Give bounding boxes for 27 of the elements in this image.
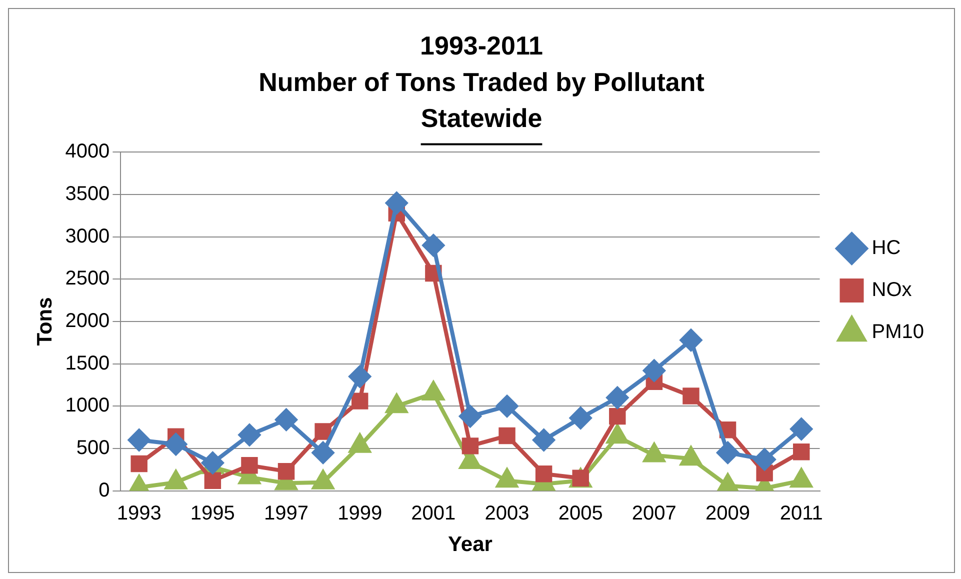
legend-label: NOx <box>872 279 912 302</box>
x-tick-label: 2009 <box>706 502 750 524</box>
y-tick-label: 4000 <box>65 140 110 163</box>
y-tick-label: 2000 <box>65 310 110 332</box>
text: 1993-2011 <box>420 30 543 60</box>
y-axis-title: Tons <box>33 297 56 346</box>
y-tick-label: 2500 <box>65 268 110 290</box>
y-tick-label: 1500 <box>65 352 110 374</box>
x-tick-label: 2003 <box>484 502 530 524</box>
x-tick-label: 1993 <box>116 502 162 524</box>
text: Statewide <box>420 103 542 134</box>
y-tick-label: 500 <box>76 436 110 459</box>
x-tick-label: 2005 <box>558 502 603 524</box>
y-tick-label: 1000 <box>65 394 110 417</box>
text: Number of Tons Traded by Pollutant <box>258 66 704 97</box>
y-tick-label: 3000 <box>65 225 110 248</box>
x-tick-label: 2011 <box>780 502 823 524</box>
y-tick-label: 0 <box>98 479 110 502</box>
legend-label: PM10 <box>872 321 924 344</box>
x-tick-label: 1999 <box>338 502 382 524</box>
legend-label: HC <box>872 237 901 260</box>
x-tick-label: 1997 <box>264 502 309 524</box>
x-tick-label: 1995 <box>190 502 235 524</box>
y-tick-label: 3500 <box>65 183 110 206</box>
x-tick-label: 2007 <box>632 502 676 524</box>
x-axis-title: Year <box>448 533 492 556</box>
x-tick-label: 2001 <box>411 502 456 524</box>
